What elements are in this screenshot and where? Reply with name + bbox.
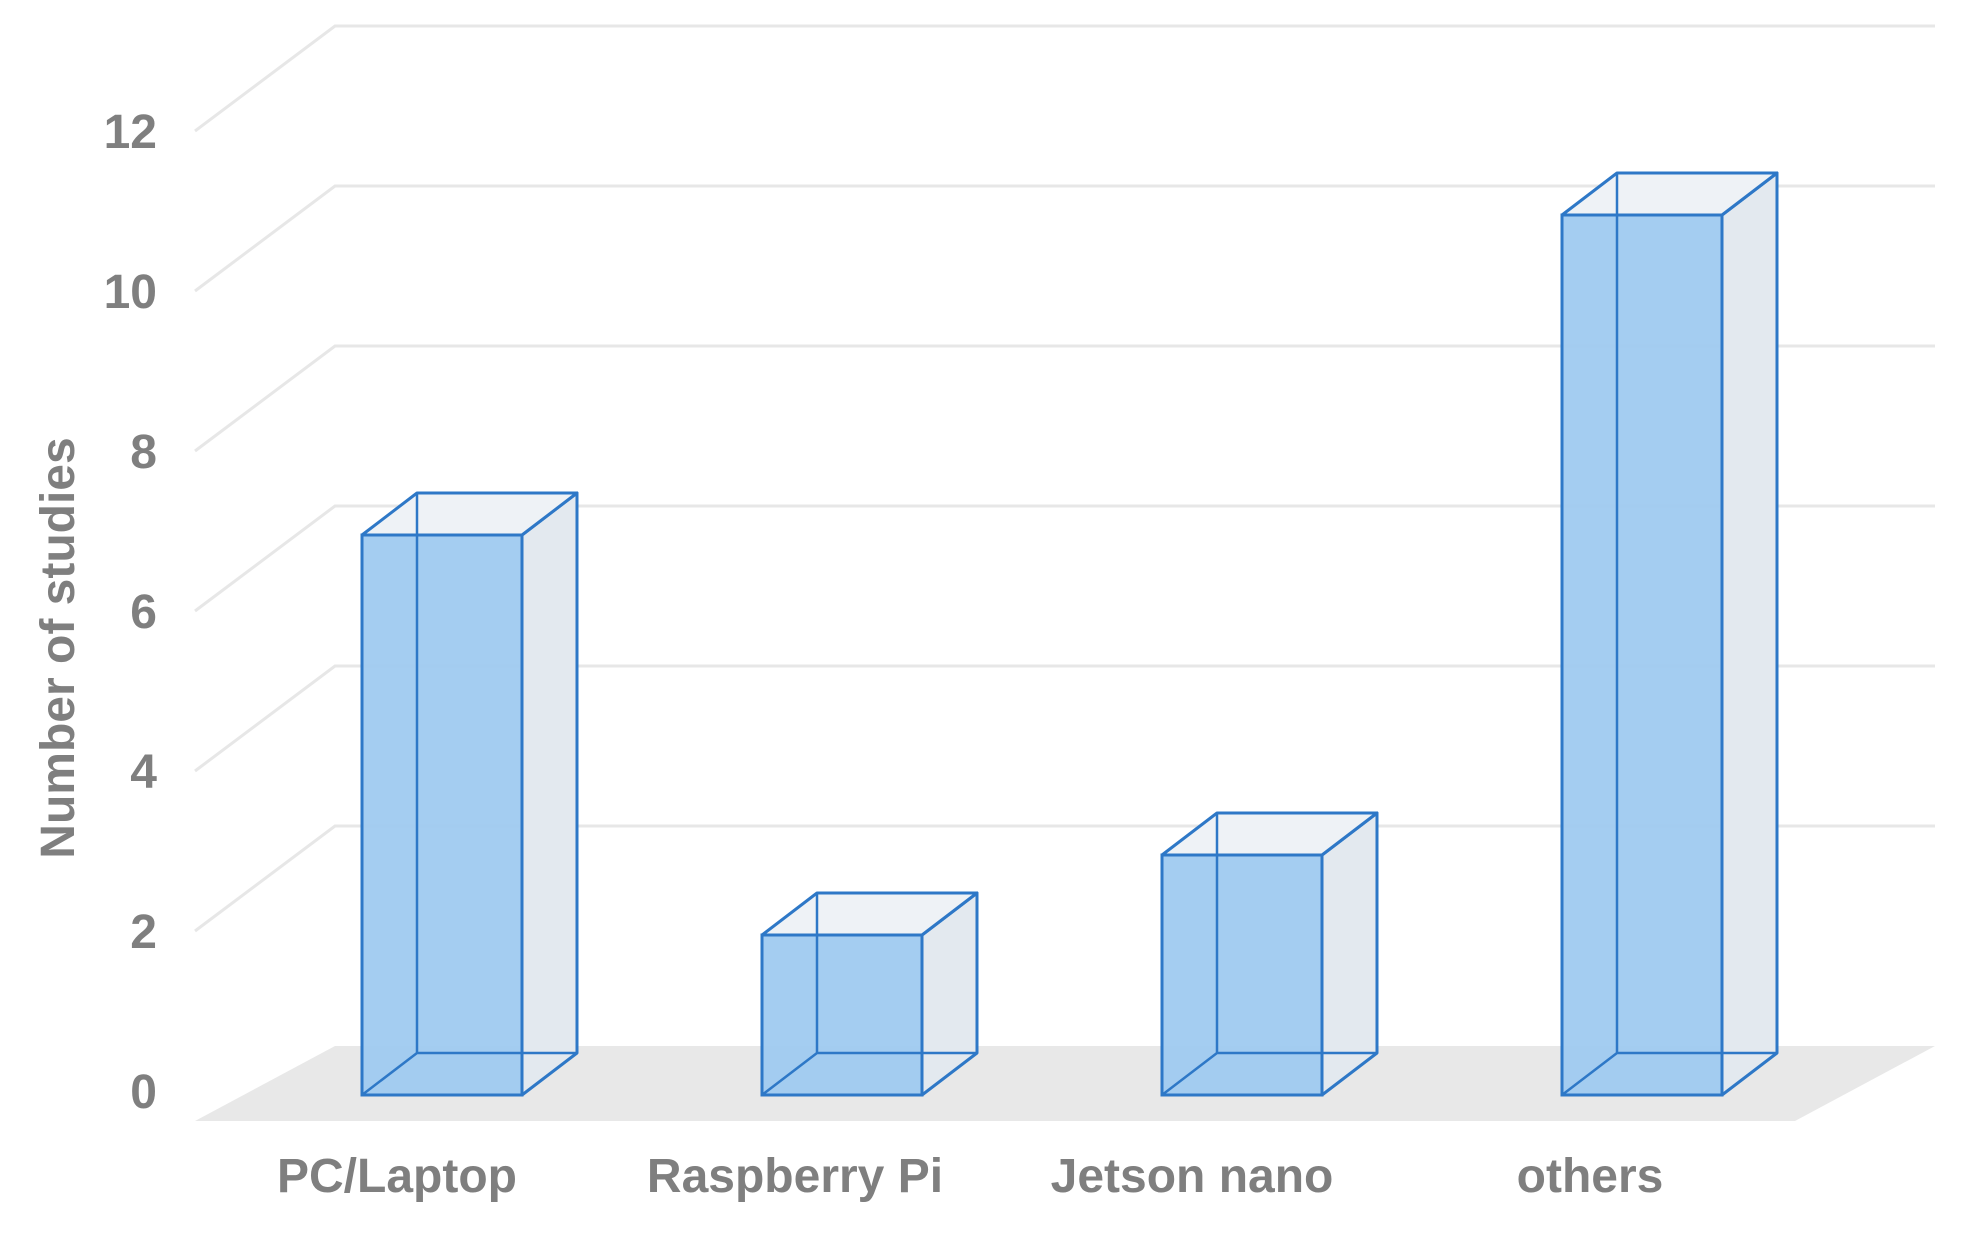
gridline [194,184,1935,293]
bar-back-edges [361,493,577,1096]
bar-jetson-nano [1160,811,1379,1097]
y-tick-label: 4 [130,746,157,799]
y-tick-label: 6 [130,586,157,639]
bar-back-edges [1561,173,1777,1096]
floor-layer [195,1046,1935,1121]
bar-side-face [520,491,579,1097]
chart-floor [195,1046,1935,1121]
bars-layer [360,171,1779,1097]
y-axis-ticks: 0 2 4 6 8 10 12 [104,106,158,1119]
bar-back-edges [1161,813,1377,1096]
bar-side-face [1720,171,1779,1097]
x-category-label: Jetson nano [1051,1150,1334,1203]
gridline [194,24,1935,133]
y-tick-label: 12 [104,106,157,159]
y-tick-label: 0 [130,1066,157,1119]
bar-front-face [360,533,524,1097]
bar-raspberry-pi [760,891,979,1097]
x-category-label: others [1517,1150,1664,1203]
bar-front-face [1560,213,1724,1097]
gridline [194,824,1935,933]
bar-front-face [1160,853,1324,1097]
gridline [194,504,1935,613]
y-tick-label: 10 [104,266,157,319]
x-category-label: Raspberry Pi [647,1150,943,1203]
y-tick-label: 8 [130,426,157,479]
bar-pc-laptop [360,491,579,1097]
y-tick-label: 2 [130,906,157,959]
x-axis-categories: PC/Laptop Raspberry Pi Jetson nano others [277,1150,1663,1203]
gridline [194,344,1935,453]
bar-back-edges [761,893,977,1096]
gridline [194,664,1935,773]
y-axis-title: Number of studies [32,437,85,858]
bar-front-face [760,933,924,1097]
grid-layer [194,24,1935,933]
x-category-label: PC/Laptop [277,1150,517,1203]
bar-others [1560,171,1779,1097]
